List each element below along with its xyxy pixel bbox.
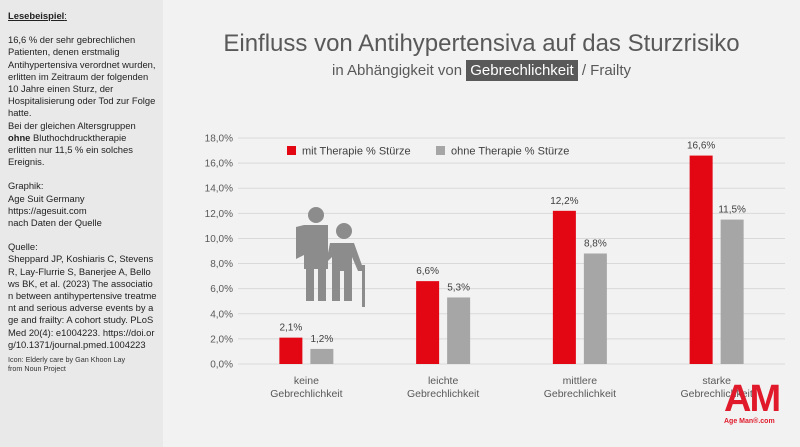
bar <box>720 219 744 364</box>
icon-credit: Icon: Elderly care by Gan Khoon Lay <box>8 355 126 365</box>
y-tick-label: 10,0% <box>205 234 233 245</box>
x-axis-labels: keineGebrechlichkeitleichteGebrechlichke… <box>270 375 753 400</box>
x-tick-label: Gebrechlichkeit <box>407 388 479 400</box>
x-tick-label: starke <box>702 375 731 387</box>
bar <box>447 297 471 364</box>
bar <box>689 155 713 364</box>
x-tick-label: keine <box>294 375 319 387</box>
legend-label: ohne Therapie % Stürze <box>451 146 569 158</box>
source-citation: Sheppard JP, Koshiaris C, Stevens R, Lay… <box>8 253 157 350</box>
graphic-note: nach Daten der Quelle <box>8 217 102 229</box>
source-label: Quelle: <box>8 241 38 253</box>
age-man-logo: AM Age Man®.com <box>724 380 784 435</box>
data-label: 8,8% <box>584 239 607 250</box>
y-tick-label: 14,0% <box>205 184 233 195</box>
bar-chart: 0,0% 2,0% 4,0% 6,0% 8,0% 10,0% 12,0% 14,0% 16,0%… <box>205 134 785 400</box>
data-label: 11,5% <box>718 205 746 216</box>
x-tick-label: Gebrechlichkeit <box>544 388 616 400</box>
x-tick-label: Gebrechlichkeit <box>680 388 752 400</box>
x-tick-label: leichte <box>428 375 459 387</box>
bar <box>310 348 334 364</box>
x-tick-label: mittlere <box>563 375 598 387</box>
graphic-author: Age Suit Germany <box>8 192 85 204</box>
icon-credit-source: from Noun Project <box>8 364 66 374</box>
bar <box>416 281 440 364</box>
data-label: 16,6% <box>687 141 715 152</box>
graphic-url: https://agesuit.com <box>8 204 87 216</box>
y-tick-label: 0,0% <box>210 360 233 371</box>
y-axis-ticks: 0,0% 2,0% 4,0% 6,0% 8,0% 10,0% 12,0% 14,0% 16,0%… <box>205 134 233 371</box>
legend-swatch <box>287 146 296 155</box>
y-tick-label: 8,0% <box>210 259 233 270</box>
graphic-label: Graphik: <box>8 180 44 192</box>
example-text: 16,6 % der sehr gebrechlichen Patienten,… <box>8 34 156 119</box>
data-label: 2,1% <box>279 323 302 334</box>
legend-swatch <box>436 146 445 155</box>
bars <box>279 155 744 364</box>
chart-subtitle: in Abhängigkeit von Gebrechlichkeit / Fr… <box>331 60 631 81</box>
data-label: 12,2% <box>550 196 578 207</box>
legend-label: mit Therapie % Stürze <box>302 146 411 158</box>
bar <box>279 337 303 364</box>
data-label: 6,6% <box>416 266 439 277</box>
y-tick-label: 2,0% <box>210 334 233 345</box>
x-tick-label: Gebrechlichkeit <box>270 388 342 400</box>
subtitle-highlight: Gebrechlichkeit <box>466 60 578 81</box>
data-label: 1,2% <box>310 334 333 345</box>
data-labels: 2,1% 1,2% 6,6% 5,3% 12,2% 8,8% 16,6% 11,5% <box>279 141 746 345</box>
example-heading: Lesebeispiel: <box>8 10 67 21</box>
y-tick-label: 4,0% <box>210 309 233 320</box>
y-tick-label: 18,0% <box>205 134 233 145</box>
sidebar-notes: Lesebeispiel: 16,6 % der sehr gebrechlic… <box>0 0 163 447</box>
y-tick-label: 16,0% <box>205 159 233 170</box>
bar <box>583 253 607 364</box>
y-tick-label: 12,0% <box>205 209 233 220</box>
example-text-comparison: Bei der gleichen Altersgruppen ohne Blut… <box>8 119 136 168</box>
logo-letters: AM <box>724 378 781 420</box>
y-tick-label: 6,0% <box>210 284 233 295</box>
bar <box>552 210 576 364</box>
logo-brand: Age Man®.com <box>724 418 775 425</box>
chart-title: Einfluss von Antihypertensiva auf das St… <box>223 30 740 57</box>
legend: mit Therapie % Stürze ohne Therapie % Stü… <box>287 146 569 158</box>
elderly-care-icon <box>296 207 365 307</box>
data-label: 5,3% <box>447 282 470 293</box>
